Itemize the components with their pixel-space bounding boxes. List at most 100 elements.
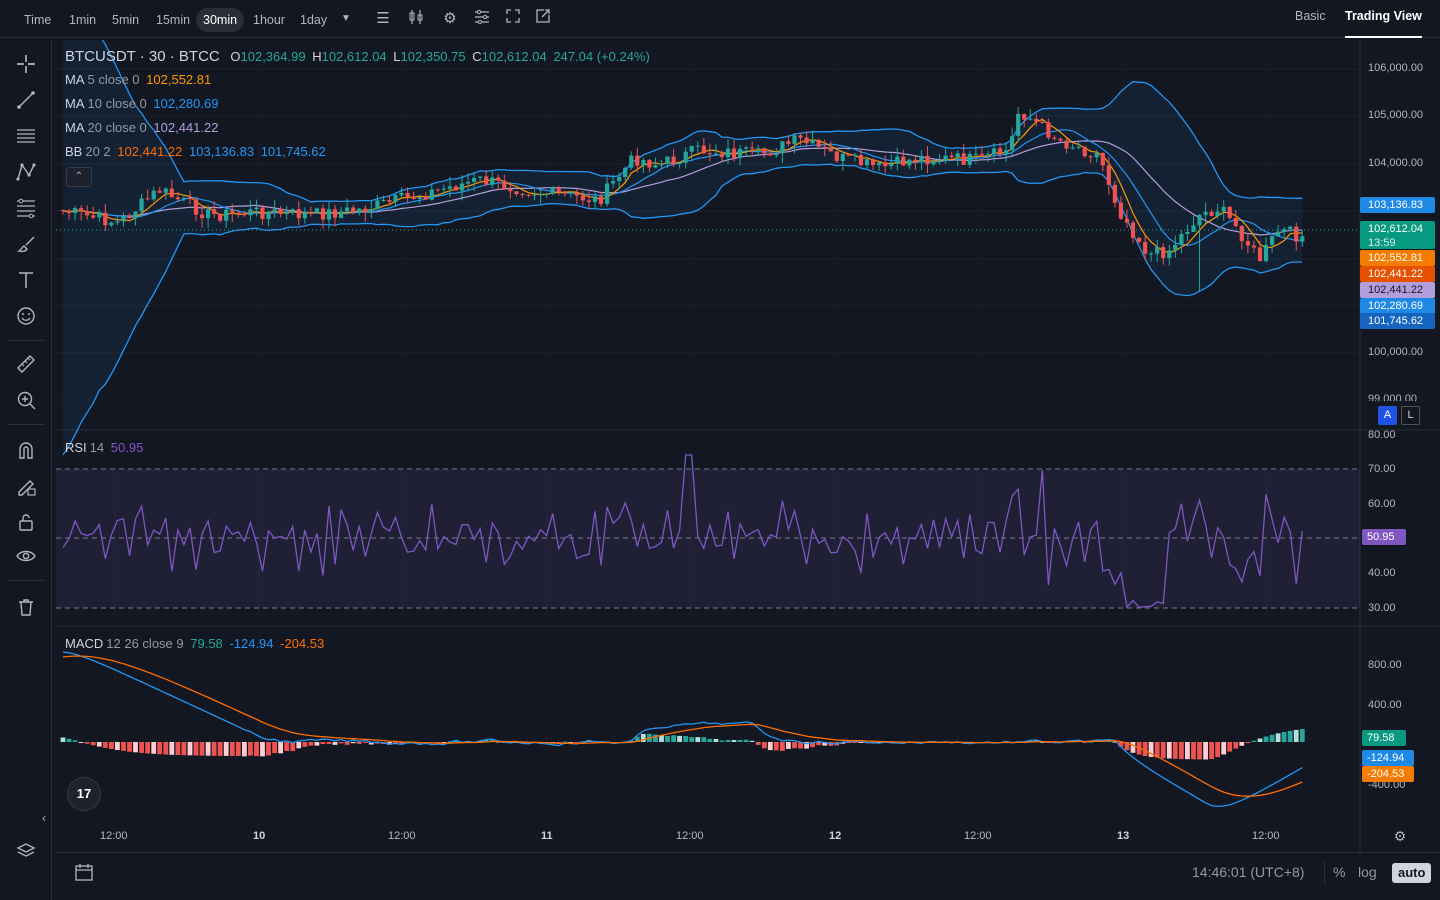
candle-body (332, 209, 338, 218)
timeframe-1hour[interactable]: 1hour (253, 13, 285, 27)
timeframe-15min[interactable]: 15min (156, 13, 191, 27)
candle-body (871, 159, 876, 166)
macd-histogram-bar (102, 742, 108, 748)
ma20-legend[interactable]: MA 20 close 0 102,441.22 (65, 120, 221, 135)
price-tick: 99,000.00 (1368, 393, 1417, 401)
magnet-icon[interactable] (12, 436, 40, 464)
macd-histogram-bar (72, 740, 78, 742)
tab-trading-view[interactable]: Trading View (1345, 9, 1422, 38)
timeframe-time[interactable]: Time (24, 13, 52, 27)
text-icon[interactable] (12, 266, 40, 294)
price-tick: 104,000.00 (1368, 157, 1424, 169)
log-scale-toggle[interactable]: log (1358, 864, 1377, 880)
ruler-icon[interactable] (12, 350, 40, 378)
horizontal-lines-icon[interactable] (12, 122, 40, 150)
candle-body (351, 207, 356, 212)
candle-body (1294, 226, 1299, 242)
candle-body (151, 190, 156, 200)
macd-histogram-bar (495, 741, 501, 743)
macd-histogram-bar (314, 742, 320, 746)
rsi-tick: 40.00 (1368, 567, 1396, 579)
candle-body (296, 209, 301, 219)
candle-body (1173, 244, 1178, 251)
candle-body (502, 180, 507, 189)
tab-basic[interactable]: Basic (1295, 9, 1326, 23)
layers-icon[interactable] (12, 837, 40, 865)
emoji-icon[interactable] (12, 302, 40, 330)
trash-icon[interactable] (12, 593, 40, 621)
fib-retracement-icon[interactable] (12, 194, 40, 222)
candle-body (1022, 114, 1027, 120)
candle-body (284, 211, 289, 214)
price-tick: 100,000.00 (1368, 346, 1424, 358)
auto-scale-button[interactable]: A (1378, 406, 1397, 425)
candle-body (744, 147, 749, 149)
macd-histogram-bar (483, 739, 489, 742)
lock-icon[interactable] (12, 508, 40, 536)
candle-body (1124, 218, 1130, 223)
macd-histogram-bar (1148, 742, 1154, 757)
lock-drawing-icon[interactable] (12, 472, 40, 500)
candle-body (67, 210, 72, 213)
percent-scale-button[interactable]: % (1333, 864, 1346, 880)
eye-icon[interactable] (12, 542, 40, 570)
auto-scale-toggle[interactable]: auto (1392, 863, 1432, 883)
candle-body (478, 176, 483, 178)
macd-histogram-bar (181, 742, 187, 756)
candle-body (635, 155, 640, 166)
crosshair-icon[interactable] (12, 50, 40, 78)
ma5-legend[interactable]: MA 5 close 0 102,552.81 (65, 72, 214, 87)
collapse-legend-chevron-up-icon[interactable]: ⌃ (66, 167, 92, 187)
candle-body (459, 183, 465, 191)
candle-body (1118, 202, 1123, 219)
macd-histogram-bar (1179, 742, 1184, 760)
candle-body (91, 215, 96, 218)
candle-body (919, 155, 924, 163)
bb-legend[interactable]: BB 20 2 102,441.22 103,136.83 101,745.62 (65, 144, 329, 159)
settings-gear-icon[interactable]: ⚙ (443, 10, 457, 27)
rsi-legend[interactable]: RSI 14 50.95 (65, 440, 146, 455)
macd-histogram-bar (187, 742, 193, 756)
fullscreen-icon[interactable] (503, 9, 523, 29)
screenshot-icon[interactable] (533, 9, 553, 29)
symbol-title[interactable]: BTCUSDT · 30 · BTCC (65, 48, 220, 65)
pattern-icon[interactable] (12, 158, 40, 186)
collapse-toolbar-icon[interactable]: ‹ (42, 811, 46, 825)
timeframe-5min[interactable]: 5min (112, 13, 140, 27)
candle-body (623, 167, 628, 177)
candle-body (925, 155, 930, 165)
macd-histogram-bar (308, 742, 314, 746)
candle-body (1288, 226, 1293, 229)
log-scale-button[interactable]: L (1401, 406, 1420, 425)
candle-body (550, 187, 555, 194)
candle-body (671, 156, 676, 164)
macd-histogram-bar (66, 738, 72, 742)
brush-icon[interactable] (12, 230, 40, 258)
menu-icon[interactable]: ☰ (376, 10, 390, 27)
price-tick: 106,000.00 (1368, 62, 1424, 74)
macd-histogram-bar (296, 742, 302, 749)
timeframe-30min[interactable]: 30min (196, 8, 245, 32)
time-axis-settings-gear-icon[interactable]: ⚙ (1393, 828, 1407, 844)
macd-histogram-bar (822, 742, 828, 746)
candle-type-icon[interactable] (406, 9, 426, 29)
timeframe-1min[interactable]: 1min (69, 13, 97, 27)
candle-body (1016, 114, 1021, 136)
candle-body (641, 160, 646, 166)
macd-legend[interactable]: MACD 12 26 close 9 79.58 -124.94 -204.53 (65, 636, 327, 651)
zoom-in-icon[interactable] (12, 386, 40, 414)
chart-canvas[interactable] (56, 40, 1440, 852)
timeframe-dropdown-icon[interactable]: ▼ (341, 13, 351, 24)
candle-body (1209, 211, 1214, 216)
timeframe-1day[interactable]: 1day (300, 13, 328, 27)
indicators-icon[interactable] (472, 9, 492, 29)
calendar-goto-date-icon[interactable] (74, 862, 96, 884)
ma10-legend[interactable]: MA 10 close 0 102,280.69 (65, 96, 221, 111)
trend-line-icon[interactable] (12, 86, 40, 114)
macd-histogram-bar (157, 742, 163, 755)
clock-timezone[interactable]: 14:46:01 (UTC+8) (1192, 864, 1305, 880)
candle-body (544, 193, 549, 195)
candle-body (973, 153, 978, 155)
tradingview-logo[interactable]: 17 (67, 777, 101, 811)
bb-upper-value: 103,136.83 (188, 144, 255, 159)
